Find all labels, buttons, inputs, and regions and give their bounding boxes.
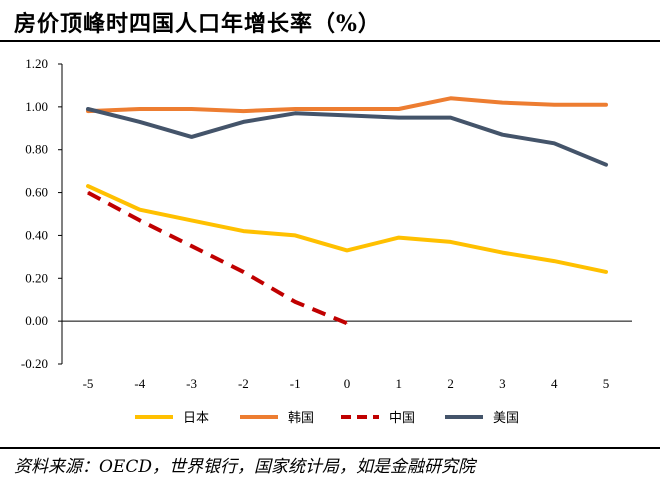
data-point <box>242 271 244 273</box>
data-point <box>139 108 141 110</box>
data-point <box>398 108 400 110</box>
y-tick-label: 0.40 <box>25 227 48 242</box>
data-point <box>605 271 607 273</box>
data-point <box>294 112 296 114</box>
data-point <box>450 97 452 99</box>
x-tick-label: -1 <box>290 376 301 391</box>
data-point <box>87 192 89 194</box>
source-note: 资料来源：OECD，世界银行，国家统计局，如是金融研究院 <box>14 457 475 477</box>
y-tick-label: 1.00 <box>25 99 48 114</box>
x-tick-label: 1 <box>396 376 403 391</box>
x-tick-label: 2 <box>447 376 454 391</box>
data-point <box>398 117 400 119</box>
data-point <box>294 301 296 303</box>
y-tick-label: 1.20 <box>25 56 48 71</box>
data-point <box>191 136 193 138</box>
series-line-2 <box>87 190 348 326</box>
y-tick-label: 0.20 <box>25 270 48 285</box>
data-point <box>294 108 296 110</box>
y-tick-label: 0.00 <box>25 313 48 328</box>
data-point <box>553 260 555 262</box>
data-point <box>450 241 452 243</box>
data-point <box>191 245 193 247</box>
data-point <box>139 121 141 123</box>
y-tick-label: -0.20 <box>21 356 48 371</box>
data-point <box>398 237 400 239</box>
data-point <box>294 234 296 236</box>
bottom-rule <box>0 447 660 449</box>
x-tick-label: -4 <box>134 376 145 391</box>
data-point <box>139 209 141 211</box>
x-tick-label: 5 <box>603 376 610 391</box>
x-tick-label: 0 <box>344 376 351 391</box>
data-point <box>553 104 555 106</box>
x-tick-label: -2 <box>238 376 249 391</box>
x-tick-label: 3 <box>499 376 506 391</box>
data-point <box>346 114 348 116</box>
data-point <box>242 121 244 123</box>
x-tick-label: -5 <box>83 376 94 391</box>
data-point <box>87 185 89 187</box>
x-tick-label: -3 <box>186 376 197 391</box>
legend-label: 韩国 <box>288 411 314 426</box>
chart-title: 房价顶峰时四国人口年增长率（%） <box>14 11 381 37</box>
data-point <box>87 108 89 110</box>
y-tick-label: 0.60 <box>25 185 48 200</box>
series-line-3 <box>86 107 608 167</box>
top-rule <box>0 40 660 42</box>
data-point <box>191 108 193 110</box>
data-point <box>553 142 555 144</box>
data-point <box>605 164 607 166</box>
data-point <box>501 252 503 254</box>
series-line-0 <box>86 184 608 274</box>
data-point <box>605 104 607 106</box>
data-point <box>501 102 503 104</box>
data-point <box>346 249 348 251</box>
legend-label: 中国 <box>389 411 415 426</box>
data-point <box>346 108 348 110</box>
data-point <box>450 117 452 119</box>
y-tick-label: 0.80 <box>25 142 48 157</box>
x-tick-label: 4 <box>551 376 558 391</box>
legend-label: 日本 <box>183 411 209 426</box>
data-point <box>242 110 244 112</box>
data-point <box>346 322 348 324</box>
legend-label: 美国 <box>493 411 519 426</box>
data-point <box>242 230 244 232</box>
data-point <box>501 134 503 136</box>
data-point <box>139 219 141 221</box>
data-point <box>191 219 193 221</box>
